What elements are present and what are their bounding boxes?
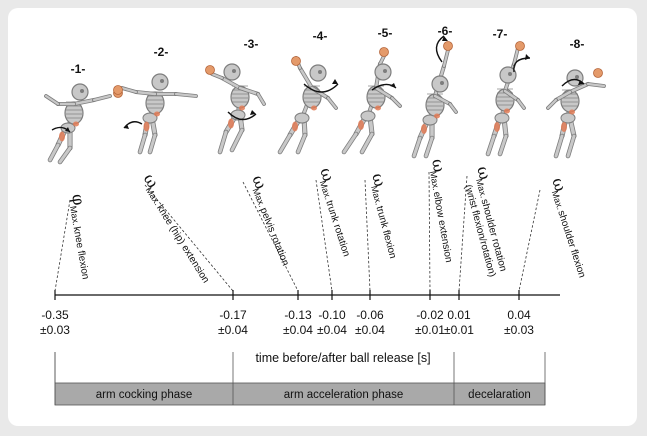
event-text-2: knee (hip) extension [154,203,211,285]
phase-label-3: decelaration [468,389,531,401]
tick-sd-4: ±0.04 [317,323,347,337]
event-subscript-1: Max. [68,205,81,226]
skeleton-figure-3 [205,63,266,155]
event-text-3: pelvis rotation [257,206,290,267]
frame-label-8: -8- [570,37,585,51]
skeleton-figure-8 [546,68,606,159]
ball-8 [593,68,603,78]
ball-5 [379,47,389,57]
event-connector-7 [458,175,468,292]
tick-time-8: 0.04 [507,308,531,322]
ball-2 [113,85,123,95]
tick-time-3: -0.13 [284,308,312,322]
event-symbol-7: ω [473,164,495,182]
skeleton-figure-6 [411,35,458,159]
event-symbol-4: ω [316,165,338,183]
event-text-8: shoulder flexion [555,209,587,279]
phase-label-1: arm cocking phase [96,389,193,401]
event-subscript-5: Max. [369,185,384,206]
frame-label-7: -7- [493,27,508,41]
event-connector-1 [54,199,71,292]
event-symbol-8: ω [548,175,570,193]
tick-sd-8: ±0.03 [504,323,534,337]
event-symbol-6: ω [428,157,449,173]
tick-time-1: -0.35 [41,308,69,322]
event-text-5: trunk flexion [374,205,399,260]
frame-label-5: -5- [378,26,393,40]
motion-arrow-6 [435,35,445,63]
skeleton-figure-4 [277,56,339,155]
event-connector-8 [518,189,541,292]
event-subscript-3: Max. [251,187,268,209]
frame-label-6: -6- [438,24,453,38]
ball-7 [515,41,525,51]
skeleton-figure-7 [485,41,531,157]
frame-label-3: -3- [244,37,259,51]
skeleton-figure-1 [44,83,123,165]
ball-4 [291,56,301,66]
event-symbol-5: ω [368,171,390,189]
ball-3 [205,65,215,75]
tick-time-7: 0.01 [447,308,471,322]
tick-time-5: -0.06 [356,308,384,322]
event-connector-6 [428,171,431,292]
event-connector-4 [315,179,333,292]
frame-label-1: -1- [71,62,86,76]
tick-sd-6: ±0.01 [415,323,445,337]
event-subscript-6: Max. [428,170,441,191]
tick-sd-1: ±0.03 [40,323,70,337]
tick-time-4: -0.10 [318,308,346,322]
skeleton-figure-2 [113,73,198,155]
tick-sd-7: ±0.01 [444,323,474,337]
axis-title: time before/after ball release [s] [255,351,430,365]
event-connector-2 [144,184,234,292]
ball-6 [443,41,453,51]
phase-label-2: arm acceleration phase [284,389,404,401]
tick-time-6: -0.02 [416,308,444,322]
frame-label-4: -4- [313,29,328,43]
tick-time-2: -0.17 [219,308,247,322]
motion-arrow-3 [227,111,257,121]
event-text-1: knee flexion [71,226,91,280]
event-subscript-4: Max. [318,179,334,201]
event-text-4: trunk rotation [323,199,352,258]
event-subscript-2: Max. [144,185,163,207]
event-connector-3 [242,181,299,292]
event-connector-5 [364,179,371,292]
skeleton-figure-5 [341,47,402,155]
motion-arrow-4 [303,83,339,93]
event-symbol-1: φ [68,192,89,206]
event-text-6: elbow extension [431,191,454,264]
tick-sd-3: ±0.04 [283,323,313,337]
tick-sd-2: ±0.04 [218,323,248,337]
event-subscript-8: Max. [550,189,566,211]
event-subscript-7: Max. [474,178,489,199]
frame-label-2: -2- [154,45,169,59]
tick-sd-5: ±0.04 [355,323,385,337]
